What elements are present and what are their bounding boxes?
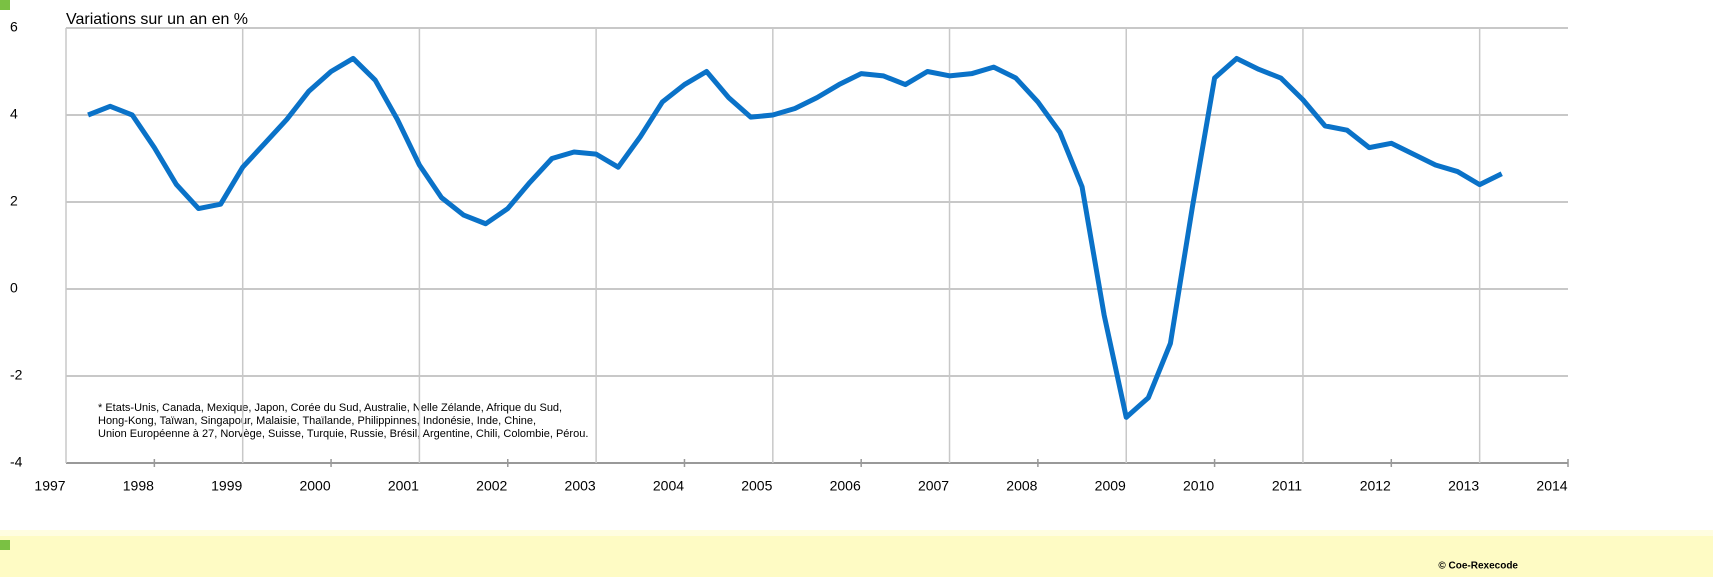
footnote-line: Hong-Kong, Taïwan, Singapour, Malaisie, … [98, 415, 536, 427]
data-line [87, 55, 1503, 420]
x-tick-label: 1998 [123, 478, 154, 494]
y-tick-label: 2 [10, 193, 18, 209]
footnote-line: Union Européenne à 27, Norvège, Suisse, … [98, 428, 588, 440]
x-tick-label: 2000 [299, 478, 330, 494]
x-tick-label: 2008 [1006, 478, 1037, 494]
x-tick-label: 2007 [918, 478, 949, 494]
source: © Coe-Rexecode [1438, 561, 1518, 572]
plot-background [0, 0, 1713, 530]
x-tick-label: 2004 [653, 478, 684, 494]
x-tick-label: 2006 [830, 478, 861, 494]
x-tick-label: 2002 [476, 478, 507, 494]
x-tick-label: 2003 [565, 478, 596, 494]
corner-mark [0, 540, 10, 550]
x-tick-label: 2009 [1095, 478, 1126, 494]
x-tick-label: 1999 [211, 478, 242, 494]
x-tick-label: 2001 [388, 478, 419, 494]
x-tick-label: 2005 [741, 478, 772, 494]
x-tick-label: 1997 [34, 478, 65, 494]
y-tick-label: -2 [10, 367, 23, 383]
chart-title: Variations sur un an en % [66, 11, 248, 28]
y-tick-label: 6 [10, 19, 18, 35]
corner-mark [0, 0, 10, 10]
x-tick-label: 2010 [1183, 478, 1214, 494]
x-tick-label: 2012 [1360, 478, 1391, 494]
x-tick-label: 2013 [1448, 478, 1479, 494]
footnote: * Etats-Unis, Canada, Mexique, Japon, Co… [98, 402, 588, 440]
y-tick-label: 4 [10, 106, 18, 122]
y-tick-label: 0 [10, 280, 18, 296]
footnote-line: * Etats-Unis, Canada, Mexique, Japon, Co… [98, 402, 562, 414]
y-tick-label: -4 [10, 454, 23, 470]
x-tick-label: 2014 [1536, 478, 1567, 494]
bottom-band [0, 536, 1713, 577]
x-tick-label: 2011 [1272, 478, 1302, 494]
